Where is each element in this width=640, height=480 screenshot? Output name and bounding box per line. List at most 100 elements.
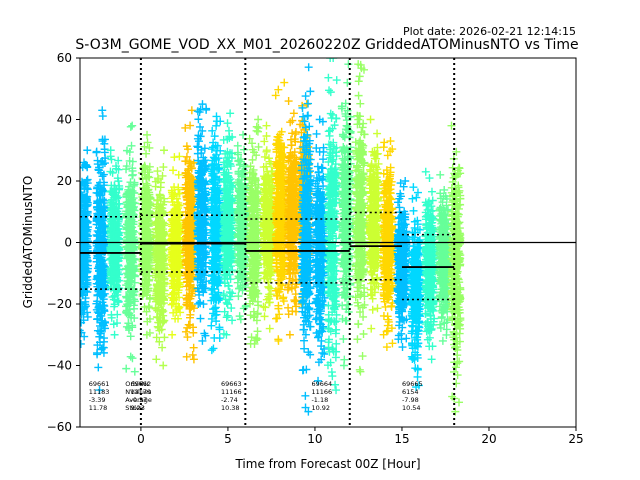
scatter-point xyxy=(122,265,131,274)
scatter-point xyxy=(82,231,91,240)
scatter-point xyxy=(99,334,108,343)
scatter-point xyxy=(80,303,89,312)
scatter-point xyxy=(101,318,110,327)
scatter-point xyxy=(80,282,84,291)
scatter-point xyxy=(106,230,115,239)
scatter-point xyxy=(94,236,103,245)
scatter-point xyxy=(80,332,89,341)
scatter-point xyxy=(80,183,89,192)
scatter-point xyxy=(106,255,115,264)
scatter-point xyxy=(80,326,84,335)
scatter-point xyxy=(125,272,134,281)
scatter-point xyxy=(83,237,92,246)
scatter-point xyxy=(128,354,137,363)
scatter-point xyxy=(143,138,152,147)
scatter-point xyxy=(159,146,168,155)
scatter-point xyxy=(114,297,123,306)
scatter-point xyxy=(145,193,154,202)
scatter-point xyxy=(97,207,106,216)
scatter-point xyxy=(144,252,153,261)
scatter-point xyxy=(127,242,136,251)
scatter-point xyxy=(141,163,150,172)
scatter-point xyxy=(80,289,86,298)
scatter-point xyxy=(128,171,137,180)
scatter-point xyxy=(158,343,167,352)
scatter-point xyxy=(139,183,148,192)
scatter-point xyxy=(94,215,103,224)
scatter-point xyxy=(82,253,91,262)
scatter-point xyxy=(140,216,149,225)
scatter-point xyxy=(123,202,132,211)
scatter-point xyxy=(96,228,105,237)
scatter-point xyxy=(138,279,147,288)
scatter-point xyxy=(94,266,103,275)
scatter-point xyxy=(81,302,90,311)
scatter-point xyxy=(107,155,116,164)
scatter-point xyxy=(80,193,89,202)
scatter-point xyxy=(99,265,108,274)
scatter-point xyxy=(113,174,122,183)
scatter-point xyxy=(130,278,139,287)
scatter-point xyxy=(107,313,116,322)
scatter-point xyxy=(140,302,149,311)
scatter-point xyxy=(140,142,149,151)
scatter-point xyxy=(113,255,122,264)
scatter-point xyxy=(93,315,102,324)
scatter-point xyxy=(128,121,137,130)
scatter-point xyxy=(92,305,101,314)
scatter-point xyxy=(83,308,92,317)
scatter-point xyxy=(122,162,131,171)
scatter-point xyxy=(153,175,162,184)
scatter-point xyxy=(109,202,118,211)
scatter-point xyxy=(95,250,104,259)
scatter-point xyxy=(98,137,107,146)
scatter-point xyxy=(92,148,101,157)
scatter-point xyxy=(100,181,109,190)
scatter-point xyxy=(145,250,154,259)
scatter-point xyxy=(100,283,109,292)
scatter-point xyxy=(93,297,102,306)
scatter-point xyxy=(158,171,167,180)
scatter-point xyxy=(93,341,102,350)
scatter-point xyxy=(145,328,154,337)
scatter-point xyxy=(130,367,139,376)
scatter-point xyxy=(142,149,151,158)
scatter-point xyxy=(95,163,104,172)
scatter-point xyxy=(145,275,154,284)
scatter-point xyxy=(98,273,107,282)
scatter-cluster xyxy=(137,130,155,339)
scatter-point xyxy=(97,256,106,265)
scatter-point xyxy=(130,304,139,313)
scatter-point xyxy=(152,333,161,342)
scatter-point xyxy=(124,324,133,333)
scatter-point xyxy=(122,364,131,373)
scatter-point xyxy=(81,160,90,169)
scatter-point xyxy=(126,277,135,286)
scatter-point xyxy=(80,298,85,307)
scatter-point xyxy=(129,189,138,198)
scatter-point xyxy=(95,332,104,341)
scatter-point xyxy=(97,326,106,335)
scatter-point xyxy=(111,249,120,258)
scatter-point xyxy=(93,282,102,291)
scatter-point xyxy=(122,302,131,311)
scatter-point xyxy=(81,294,90,303)
scatter-point xyxy=(96,290,105,299)
scatter-point xyxy=(156,183,165,192)
scatter-point xyxy=(143,226,152,235)
scatter-point xyxy=(126,254,135,263)
scatter-point xyxy=(110,181,119,190)
scatter-point xyxy=(126,210,135,219)
scatter-cluster xyxy=(106,146,124,339)
scatter-point xyxy=(107,223,116,232)
scatter-point xyxy=(80,220,89,229)
scatter-point xyxy=(99,348,108,357)
scatter-series xyxy=(80,58,465,416)
scatter-point xyxy=(99,170,108,179)
scatter-point xyxy=(108,168,117,177)
scatter-point xyxy=(145,314,154,323)
scatter-point xyxy=(100,203,109,212)
scatter-point xyxy=(138,261,147,270)
scatter-point xyxy=(80,275,87,284)
scatter-point xyxy=(123,269,132,278)
